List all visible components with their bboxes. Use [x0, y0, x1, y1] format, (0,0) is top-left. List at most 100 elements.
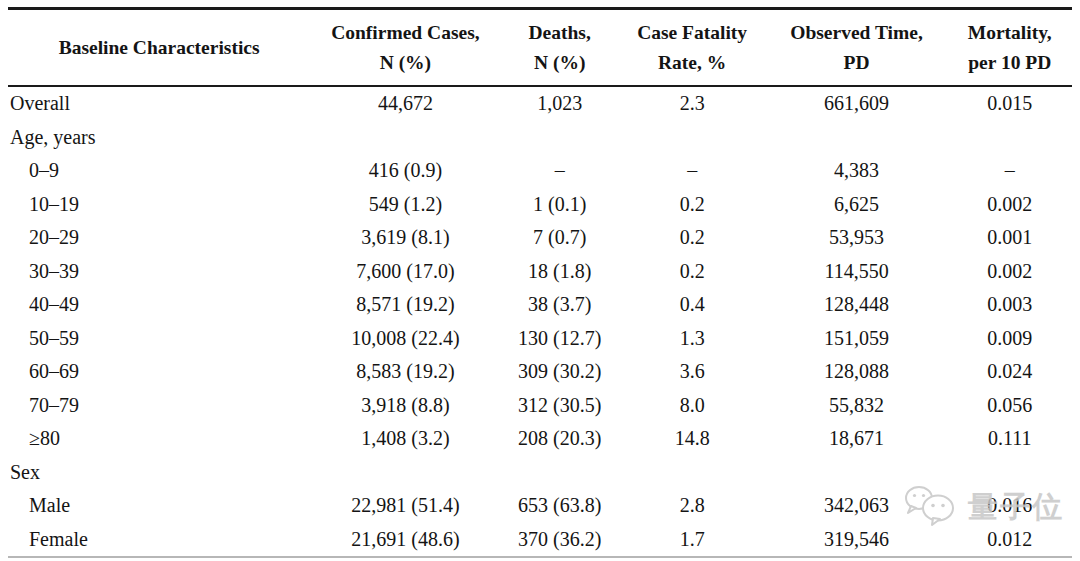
- row-label: 70–79: [8, 389, 310, 423]
- cell-case-fatality-rate: 0.2: [619, 188, 766, 222]
- cell-case-fatality-rate: 8.0: [619, 389, 766, 423]
- cell-observed-time: 128,448: [766, 288, 948, 322]
- cell-deaths: 309 (30.2): [501, 355, 619, 389]
- cell-deaths: –: [501, 154, 619, 188]
- cell-observed-time: 18,671: [766, 422, 948, 456]
- header-line: Mortality,: [949, 18, 1070, 48]
- row-label: Sex: [8, 456, 310, 490]
- table-row: 40–498,571 (19.2)38 (3.7)0.4128,4480.003: [8, 288, 1072, 322]
- cell-case-fatality-rate: 0.2: [619, 255, 766, 289]
- row-label: 40–49: [8, 288, 310, 322]
- header-line: N (%): [312, 48, 498, 78]
- row-label: Male: [8, 489, 310, 523]
- cell-deaths: 38 (3.7): [501, 288, 619, 322]
- cell-mortality: 0.056: [947, 389, 1072, 423]
- table-row: 10–19549 (1.2)1 (0.1)0.26,6250.002: [8, 188, 1072, 222]
- header-line: N (%): [503, 48, 617, 78]
- cell-mortality: 0.009: [947, 322, 1072, 356]
- cell-deaths: 7 (0.7): [501, 221, 619, 255]
- cell-confirmed-cases: [310, 456, 500, 490]
- row-label: 10–19: [8, 188, 310, 222]
- header-deaths: Deaths, N (%): [501, 9, 619, 87]
- cell-deaths: [501, 456, 619, 490]
- cell-case-fatality-rate: 0.4: [619, 288, 766, 322]
- cell-deaths: 130 (12.7): [501, 322, 619, 356]
- cell-deaths: 18 (1.8): [501, 255, 619, 289]
- cell-deaths: [501, 121, 619, 155]
- table-row: 60–698,583 (19.2)309 (30.2)3.6128,0880.0…: [8, 355, 1072, 389]
- cell-case-fatality-rate: –: [619, 154, 766, 188]
- header-line: Observed Time,: [768, 18, 946, 48]
- cell-mortality: 0.016: [947, 489, 1072, 523]
- cell-mortality: 0.002: [947, 255, 1072, 289]
- baseline-characteristics-table-wrap: Baseline Characteristics Confirmed Cases…: [8, 7, 1072, 556]
- header-mortality: Mortality, per 10 PD: [947, 9, 1072, 87]
- table-row: 30–397,600 (17.0)18 (1.8)0.2114,5500.002: [8, 255, 1072, 289]
- header-observed-time: Observed Time, PD: [766, 9, 948, 87]
- cell-observed-time: 342,063: [766, 489, 948, 523]
- cell-confirmed-cases: [310, 121, 500, 155]
- table-header: Baseline Characteristics Confirmed Cases…: [8, 9, 1072, 87]
- cell-confirmed-cases: 44,672: [310, 86, 500, 121]
- cell-observed-time: 128,088: [766, 355, 948, 389]
- table-row: Female21,691 (48.6)370 (36.2)1.7319,5460…: [8, 523, 1072, 557]
- cell-case-fatality-rate: 0.2: [619, 221, 766, 255]
- cell-mortality: 0.002: [947, 188, 1072, 222]
- table-row: 0–9416 (0.9)––4,383–: [8, 154, 1072, 188]
- cell-confirmed-cases: 416 (0.9): [310, 154, 500, 188]
- cell-confirmed-cases: 21,691 (48.6): [310, 523, 500, 557]
- header-line: Rate, %: [621, 48, 764, 78]
- header-confirmed-cases: Confirmed Cases, N (%): [310, 9, 500, 87]
- cell-observed-time: 55,832: [766, 389, 948, 423]
- table-row: 50–5910,008 (22.4)130 (12.7)1.3151,0590.…: [8, 322, 1072, 356]
- cell-case-fatality-rate: 2.3: [619, 86, 766, 121]
- cell-observed-time: 53,953: [766, 221, 948, 255]
- cell-mortality: –: [947, 154, 1072, 188]
- row-label: Age, years: [8, 121, 310, 155]
- cell-mortality: 0.111: [947, 422, 1072, 456]
- header-baseline-characteristics: Baseline Characteristics: [8, 9, 310, 87]
- cell-deaths: 208 (20.3): [501, 422, 619, 456]
- cell-confirmed-cases: 1,408 (3.2): [310, 422, 500, 456]
- header-line: Case Fatality: [621, 18, 764, 48]
- cell-confirmed-cases: 8,583 (19.2): [310, 355, 500, 389]
- cell-case-fatality-rate: 1.7: [619, 523, 766, 557]
- table-row: Overall44,6721,0232.3661,6090.015: [8, 86, 1072, 121]
- cell-case-fatality-rate: [619, 121, 766, 155]
- cell-observed-time: 661,609: [766, 86, 948, 121]
- table-row: Sex: [8, 456, 1072, 490]
- header-case-fatality-rate: Case Fatality Rate, %: [619, 9, 766, 87]
- cell-confirmed-cases: 10,008 (22.4): [310, 322, 500, 356]
- row-label: 0–9: [8, 154, 310, 188]
- row-label: ≥80: [8, 422, 310, 456]
- cell-observed-time: 319,546: [766, 523, 948, 557]
- cell-confirmed-cases: 22,981 (51.4): [310, 489, 500, 523]
- cell-observed-time: 4,383: [766, 154, 948, 188]
- cell-mortality: [947, 121, 1072, 155]
- cell-case-fatality-rate: [619, 456, 766, 490]
- row-label: 20–29: [8, 221, 310, 255]
- cell-confirmed-cases: 3,619 (8.1): [310, 221, 500, 255]
- header-line: Baseline Characteristics: [10, 33, 308, 63]
- header-line: Deaths,: [503, 18, 617, 48]
- row-label: 60–69: [8, 355, 310, 389]
- table-body: Overall44,6721,0232.3661,6090.015Age, ye…: [8, 86, 1072, 556]
- cell-deaths: 370 (36.2): [501, 523, 619, 557]
- cell-confirmed-cases: 549 (1.2): [310, 188, 500, 222]
- cell-mortality: 0.012: [947, 523, 1072, 557]
- cell-observed-time: [766, 121, 948, 155]
- row-label: Female: [8, 523, 310, 557]
- cell-observed-time: 151,059: [766, 322, 948, 356]
- table-row: ≥801,408 (3.2)208 (20.3)14.818,6710.111: [8, 422, 1072, 456]
- row-label: Overall: [8, 86, 310, 121]
- header-line: PD: [768, 48, 946, 78]
- cell-deaths: 1 (0.1): [501, 188, 619, 222]
- cell-case-fatality-rate: 3.6: [619, 355, 766, 389]
- table-row: Age, years: [8, 121, 1072, 155]
- table-bottom-rule: [8, 556, 1072, 558]
- cell-case-fatality-rate: 14.8: [619, 422, 766, 456]
- cell-mortality: 0.015: [947, 86, 1072, 121]
- row-label: 30–39: [8, 255, 310, 289]
- cell-deaths: 653 (63.8): [501, 489, 619, 523]
- table-row: 20–293,619 (8.1)7 (0.7)0.253,9530.001: [8, 221, 1072, 255]
